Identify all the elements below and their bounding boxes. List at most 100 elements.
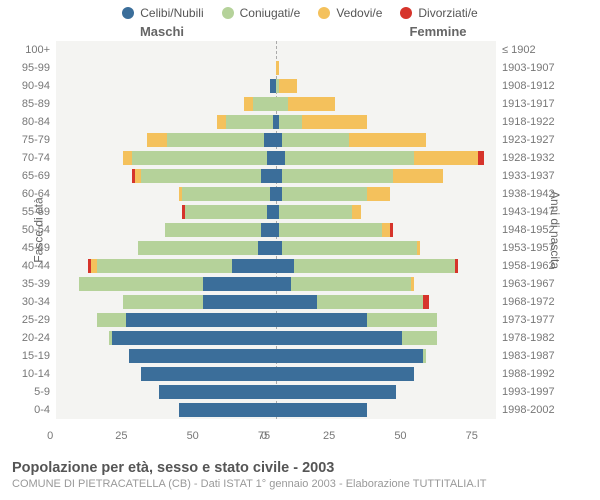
bar-segment [261,169,276,183]
age-label: 90-94 [12,80,56,92]
age-label: 85-89 [12,98,56,110]
age-row: 90-94 1908-1912 [12,77,588,95]
legend-swatch [122,7,134,19]
bar-segment [455,259,458,273]
birth-year-label: 1923-1927 [496,134,588,146]
age-row: 80-84 1918-1922 [12,113,588,131]
bar-segment [226,115,273,129]
bar-segment [478,151,484,165]
birth-year-label: 1933-1937 [496,170,588,182]
bar-segment [276,313,367,327]
bar-segment [264,133,276,147]
legend: Celibi/Nubili Coniugati/e Vedovi/e Divorzia… [12,6,588,20]
bar-segment [276,331,402,345]
bar-segment [352,205,361,219]
bar-segment [367,187,390,201]
birth-year-label: 1928-1932 [496,152,588,164]
female-label: Femmine [328,24,588,39]
age-label: 0-4 [12,404,56,416]
bar-segment [165,223,262,237]
age-label: 70-74 [12,152,56,164]
bar-segment [182,187,270,201]
bar-segment [276,367,414,381]
age-label: 65-69 [12,170,56,182]
bar-segment [159,385,276,399]
bar-segment [147,133,168,147]
bar-segment [79,277,202,291]
bar-segment [126,313,276,327]
age-row: 100+ ≤ 1902 [12,41,588,59]
age-row: 10-141988-1992 [12,365,588,383]
birth-year-label: 1908-1912 [496,80,588,92]
age-label: 80-84 [12,116,56,128]
bar-segment [414,151,479,165]
bar-segment [203,277,276,291]
bar-segment [294,259,455,273]
age-label: 50-54 [12,224,56,236]
bar-segment [232,259,276,273]
bar-segment [167,133,264,147]
legend-label: Coniugati/e [240,6,301,20]
legend-label: Divorziati/e [418,6,477,20]
x-tick: 50 [394,430,406,442]
birth-year-label: 1998-2002 [496,404,588,416]
bar-segment [402,331,437,345]
age-row: 40-441958-1962 [12,257,588,275]
age-row: 65-69 1933-1937 [12,167,588,185]
bar-segment [185,205,267,219]
bar-segment [276,295,317,309]
birth-year-label: 1948-1952 [496,224,588,236]
bar-segment [132,151,267,165]
bar-segment [276,403,367,417]
bar-segment [276,259,294,273]
age-row: 30-341968-1972 [12,293,588,311]
legend-swatch [222,7,234,19]
age-label: 20-24 [12,332,56,344]
bar-segment [253,97,276,111]
legend-item: Celibi/Nubili [122,6,203,20]
male-label: Maschi [12,24,272,39]
age-row: 85-891913-1917 [12,95,588,113]
age-row: 70-74 1928-1932 [12,149,588,167]
birth-year-label: ≤ 1902 [496,44,588,56]
age-label: 60-64 [12,188,56,200]
bar-segment [417,241,420,255]
birth-year-label: 1903-1907 [496,62,588,74]
age-label: 35-39 [12,278,56,290]
legend-label: Vedovi/e [336,6,382,20]
age-row: 15-191983-1987 [12,347,588,365]
bar-segment [423,295,429,309]
age-label: 5-9 [12,386,56,398]
bar-segment [141,169,261,183]
birth-year-label: 1918-1922 [496,116,588,128]
legend-swatch [318,7,330,19]
bar-segment [276,61,279,75]
rows: 100+ ≤ 1902 95-991903-1907 90-94 1908-1912 85… [12,41,588,419]
bar-segment [279,79,297,93]
age-row: 5-9 1993-1997 [12,383,588,401]
bar-segment [282,241,417,255]
bar-segment [302,115,367,129]
bar-segment [393,169,443,183]
plot-area: Fasce di età Anni di nascita 100+≤ 19029… [12,41,588,419]
bar-segment [285,151,414,165]
bar-segment [282,169,393,183]
age-label: 100+ [12,44,56,56]
birth-year-label: 1978-1982 [496,332,588,344]
x-tick: 0 [261,430,267,442]
birth-year-label: 1988-1992 [496,368,588,380]
bar-segment [349,133,425,147]
age-row: 95-991903-1907 [12,59,588,77]
bar-segment [217,115,226,129]
bar-segment [97,259,232,273]
bar-segment [276,385,396,399]
age-row: 75-791923-1927 [12,131,588,149]
birth-year-label: 1993-1997 [496,386,588,398]
age-row: 50-54 1948-1952 [12,221,588,239]
bar-segment [276,277,291,291]
birth-year-label: 1953-1957 [496,242,588,254]
footer: Popolazione per età, sesso e stato civil… [12,460,487,490]
legend-swatch [400,7,412,19]
bar-segment [279,223,382,237]
population-pyramid-chart: Celibi/Nubili Coniugati/e Vedovi/e Divorzia… [0,0,600,500]
